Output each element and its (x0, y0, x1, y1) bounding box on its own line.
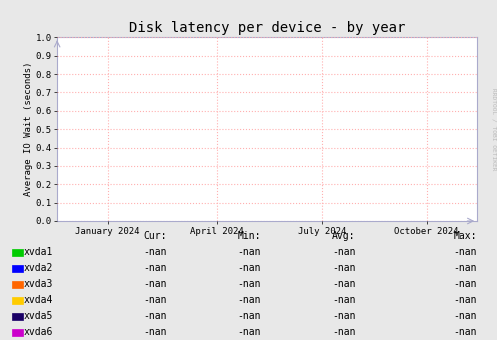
Text: Max:: Max: (454, 231, 477, 241)
Text: -nan: -nan (238, 311, 261, 321)
Y-axis label: Average IO Wait (seconds): Average IO Wait (seconds) (24, 62, 33, 197)
Text: xvda6: xvda6 (24, 327, 53, 337)
Text: Cur:: Cur: (143, 231, 166, 241)
Text: -nan: -nan (238, 263, 261, 273)
Text: -nan: -nan (332, 295, 355, 305)
Text: -nan: -nan (143, 279, 166, 289)
Text: -nan: -nan (454, 247, 477, 257)
Text: -nan: -nan (454, 263, 477, 273)
Text: Min:: Min: (238, 231, 261, 241)
Text: xvda5: xvda5 (24, 311, 53, 321)
Title: Disk latency per device - by year: Disk latency per device - by year (129, 21, 406, 35)
Text: -nan: -nan (143, 295, 166, 305)
Text: -nan: -nan (332, 247, 355, 257)
Text: -nan: -nan (143, 311, 166, 321)
Text: xvda4: xvda4 (24, 295, 53, 305)
Text: xvda2: xvda2 (24, 263, 53, 273)
Text: -nan: -nan (332, 279, 355, 289)
Text: xvda3: xvda3 (24, 279, 53, 289)
Text: RRDTOOL / TOBI OETIKER: RRDTOOL / TOBI OETIKER (491, 88, 496, 170)
Text: -nan: -nan (238, 327, 261, 337)
Text: -nan: -nan (238, 279, 261, 289)
Text: -nan: -nan (332, 327, 355, 337)
Text: -nan: -nan (238, 247, 261, 257)
Text: -nan: -nan (143, 247, 166, 257)
Text: Avg:: Avg: (332, 231, 355, 241)
Text: xvda1: xvda1 (24, 247, 53, 257)
Text: -nan: -nan (454, 279, 477, 289)
Text: -nan: -nan (332, 263, 355, 273)
Text: -nan: -nan (454, 311, 477, 321)
Text: -nan: -nan (143, 263, 166, 273)
Text: -nan: -nan (454, 295, 477, 305)
Text: -nan: -nan (143, 327, 166, 337)
Text: -nan: -nan (454, 327, 477, 337)
Text: -nan: -nan (332, 311, 355, 321)
Text: -nan: -nan (238, 295, 261, 305)
